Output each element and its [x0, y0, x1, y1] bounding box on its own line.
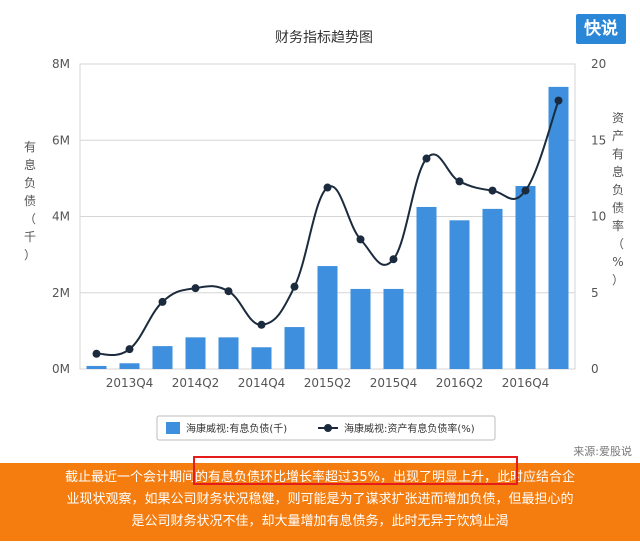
legend[interactable]: 海康威视:有息负债(千) 海康威视:资产有息负债率(%) [156, 415, 496, 441]
y-left-tick-label: 4M [52, 210, 70, 224]
y-left-tick-label: 6M [52, 133, 70, 147]
note-line: 业现状观察，如果公司财务状况稳健，则可能是为了谋求扩张进而增加负债，但最担心的 [66, 492, 574, 507]
y-left-axis-title: 有息负债（千） [24, 140, 36, 262]
x-tick-label: 2015Q2 [304, 376, 352, 390]
brand-badge: 快说 [576, 14, 626, 44]
line-point [455, 177, 464, 186]
x-tick-label: 2014Q4 [238, 376, 286, 390]
bar-series [86, 86, 569, 369]
bar [449, 220, 470, 369]
y-left-tick-label: 0M [52, 362, 70, 376]
line-point [554, 96, 563, 105]
x-tick-label: 2016Q4 [502, 376, 550, 390]
line-point [323, 183, 332, 192]
source-label: 来源:爱股说 [573, 445, 632, 458]
legend-bar-swatch [166, 422, 180, 434]
bar [152, 346, 173, 369]
bar [284, 327, 305, 369]
line-point [290, 282, 299, 291]
bar [86, 365, 107, 369]
y-left-tick-label: 2M [52, 286, 70, 300]
bar [251, 347, 272, 369]
line-point [257, 320, 266, 329]
line-point [158, 297, 167, 306]
bar [317, 266, 338, 369]
axes: 0M 0 2M 5 4M 10 6M 15 8M 20 2013Q4 2014Q2 2014Q4 2015… [24, 57, 624, 390]
x-tick-label: 2013Q4 [106, 376, 154, 390]
line-point [356, 235, 365, 244]
bar [548, 86, 569, 369]
x-tick-label: 2015Q4 [370, 376, 418, 390]
legend-line-marker [324, 424, 332, 432]
legend-label: 海康威视:有息负债(千) [186, 422, 287, 435]
x-tick-label: 2014Q2 [172, 376, 220, 390]
chart-container: 财务指标趋势图 0M 0 2M 5 4M 10 6M 15 8M 20 2013Q4 2014Q2 20… [24, 30, 624, 441]
y-right-tick-label: 20 [591, 57, 606, 71]
chart-svg: 财务指标趋势图 0M 0 2M 5 4M 10 6M 15 8M 20 2013Q4 2014Q2 20… [24, 30, 624, 441]
line-point [191, 284, 200, 293]
analysis-note: 截止最近一个会计期间的有息负债环比增长率超过35%，出现了明显上升，此时应结合企… [0, 463, 640, 541]
line-series [92, 96, 563, 358]
bar [515, 186, 536, 369]
chart-title: 财务指标趋势图 [275, 30, 373, 46]
bar [119, 363, 140, 369]
y-right-tick-label: 5 [591, 286, 599, 300]
y-right-axis-title: 资产有息负债率（%） [612, 111, 624, 287]
legend-label: 海康威视:资产有息负债率(%) [344, 422, 475, 435]
line-point [389, 255, 398, 264]
y-left-tick-label: 8M [52, 57, 70, 71]
note-line: 是公司财务状况不佳，却大量增加有息债务，此时无异于饮鸩止渴 [131, 514, 509, 529]
y-right-tick-label: 15 [591, 133, 606, 147]
line-point [422, 154, 431, 163]
bar [218, 337, 239, 369]
y-right-tick-label: 10 [591, 210, 606, 224]
line-point [488, 186, 497, 195]
line-point [92, 349, 101, 358]
line-path [96, 100, 560, 357]
bar [350, 288, 371, 369]
note-line: 截止最近一个会计期间的有息负债环比增长率超过35%，出现了明显上升，此时应结合企 [65, 470, 575, 485]
y-right-tick-label: 0 [591, 362, 599, 376]
x-tick-label: 2016Q2 [436, 376, 484, 390]
bar [482, 208, 503, 369]
line-point [521, 186, 530, 195]
bar [416, 206, 437, 369]
line-point [224, 287, 233, 296]
line-point [125, 345, 134, 354]
bar [185, 337, 206, 369]
bar [383, 288, 404, 369]
